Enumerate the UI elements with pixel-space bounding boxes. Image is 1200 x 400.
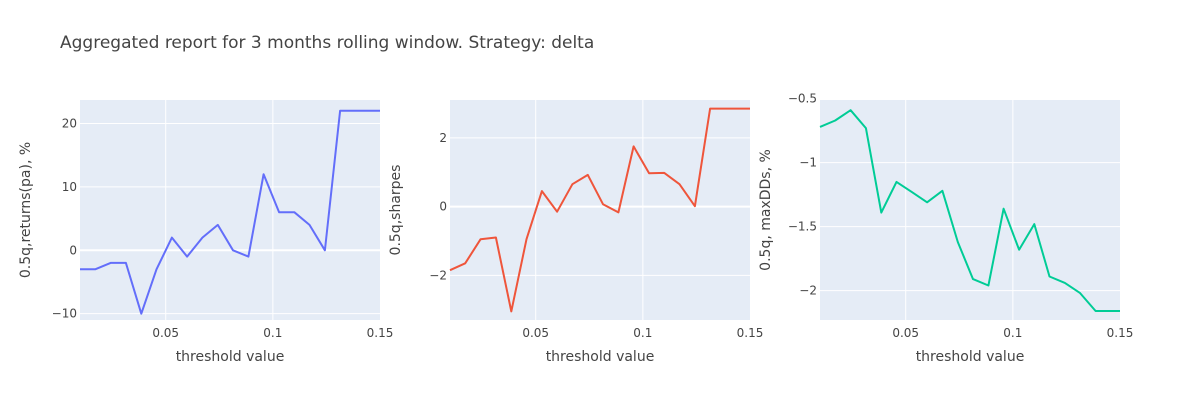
x-tick-label: 0.15: [1107, 326, 1134, 340]
x-tick-label: 0.1: [1003, 326, 1022, 340]
x-tick-label: 0.05: [152, 326, 179, 340]
x-tick-label: 0.1: [633, 326, 652, 340]
y-tick-label: 10: [62, 180, 77, 194]
series-line-maxdds: [819, 109, 1120, 312]
y-tick-label: −10: [52, 307, 77, 321]
y-tick-label: −2: [429, 268, 447, 282]
subplot-sharpes: 0.05 0.1 0.15 −2 0 2 threshold value 0.5q,sharp…: [388, 100, 763, 365]
x-axis-label: threshold value: [176, 349, 285, 365]
y-axis-label: 0.5q,sharpes: [388, 165, 404, 256]
x-tick-label: 0.1: [263, 326, 282, 340]
y-axis-label: 0.5q,returns(pa), %: [18, 142, 34, 278]
y-tick-label: −2: [799, 284, 817, 298]
y-tick-label: −0.5: [788, 92, 817, 106]
x-axis-label: threshold value: [546, 349, 655, 365]
series-line-sharpes: [449, 107, 750, 313]
subplot-returns: 0.05 0.1 0.15 −10 0 10 20 threshold value 0.5q,r…: [18, 100, 393, 365]
y-tick-label: 20: [62, 116, 77, 130]
x-tick-label: 0.15: [367, 326, 394, 340]
subplot-maxdds: 0.05 0.1 0.15 −0.5 −1 −1.5 −2 threshold value 0.…: [758, 92, 1133, 365]
y-tick-label: 2: [439, 131, 447, 145]
y-tick-label: 0: [439, 200, 447, 214]
plot-area-sharpes: [450, 100, 750, 320]
figure-title: Aggregated report for 3 months rolling w…: [60, 33, 595, 53]
y-tick-label: −1.5: [788, 220, 817, 234]
x-tick-label: 0.05: [522, 326, 549, 340]
plot-area-maxdds: [820, 100, 1120, 320]
x-tick-label: 0.15: [737, 326, 764, 340]
x-axis-label: threshold value: [916, 349, 1025, 365]
y-axis-label: 0.5q, maxDDs, %: [758, 149, 774, 271]
series-line-returns: [80, 109, 380, 315]
x-tick-label: 0.05: [892, 326, 919, 340]
plot-area-returns: [80, 100, 380, 320]
y-tick-label: 0: [69, 243, 77, 257]
y-tick-label: −1: [799, 156, 817, 170]
